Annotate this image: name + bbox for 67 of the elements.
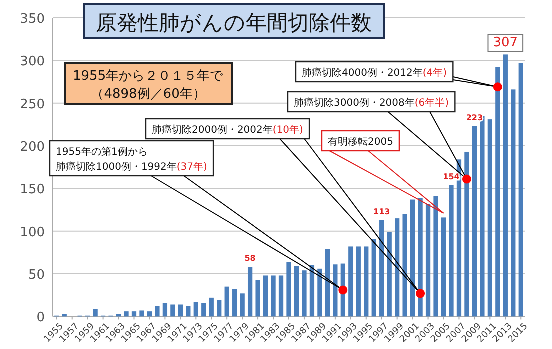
bar	[147, 312, 152, 317]
bar	[402, 214, 408, 317]
bar	[518, 63, 524, 317]
bar	[93, 309, 98, 317]
bar	[426, 204, 431, 317]
bar	[302, 270, 307, 317]
bar	[202, 303, 206, 317]
bar	[488, 120, 492, 317]
bar	[333, 264, 338, 317]
bar	[364, 246, 369, 317]
bar	[186, 306, 191, 317]
annotation: 1955年から２０１５年で（4898例／60年）	[73, 69, 224, 102]
bar	[178, 304, 183, 317]
bar	[140, 310, 144, 317]
bar	[410, 200, 416, 317]
y-tick-label: 200	[20, 140, 45, 156]
bar	[318, 268, 322, 317]
y-tick-label: 0	[36, 310, 45, 326]
bar	[170, 304, 176, 317]
bar	[248, 267, 253, 317]
y-tick-label: 350	[20, 12, 45, 27]
bar	[380, 220, 384, 317]
data-label: 58	[244, 254, 256, 264]
annotation: 有明移転2005	[328, 136, 394, 148]
bar	[224, 286, 230, 317]
bar	[217, 300, 222, 317]
annotation: 肺癌切除3000例・2008年(6年半)	[294, 97, 450, 109]
bar	[434, 196, 438, 317]
bar	[348, 246, 354, 317]
bar	[256, 280, 260, 317]
bar	[194, 302, 198, 317]
y-tick-label: 300	[20, 54, 45, 70]
bar	[395, 218, 400, 317]
bar	[310, 265, 315, 317]
bar	[232, 289, 238, 317]
bar	[387, 232, 392, 317]
bar	[155, 306, 160, 317]
bar	[441, 218, 446, 317]
bar	[271, 276, 276, 317]
chart-title: 原発性肺がんの年間切除件数	[96, 11, 372, 35]
bar	[449, 185, 454, 317]
bar	[472, 126, 478, 317]
bar	[286, 262, 292, 317]
bar	[325, 249, 330, 317]
bar	[116, 314, 122, 317]
y-tick-label: 250	[20, 97, 45, 112]
data-label: 307	[493, 36, 518, 51]
bar	[263, 276, 268, 317]
bar	[62, 314, 67, 317]
annotation: 肺癌切除2000例・2002年(10年)	[152, 124, 304, 136]
y-tick-label: 150	[20, 182, 45, 198]
bar	[124, 312, 129, 317]
bar	[372, 239, 376, 317]
annotation: 肺癌切除4000例・2012年(4年)	[302, 67, 448, 79]
y-tick-label: 50	[28, 268, 45, 284]
data-label: 113	[374, 207, 390, 216]
bar	[511, 90, 516, 317]
bar	[162, 303, 168, 317]
bar	[356, 246, 361, 317]
bar	[240, 294, 245, 317]
y-tick-label: 100	[20, 225, 45, 240]
annotation: 1955年の第1例から肺癌切除1000例・1992年(37年)	[56, 146, 208, 173]
bar	[294, 266, 300, 317]
bar	[503, 54, 508, 317]
bar	[209, 298, 214, 317]
bar	[278, 276, 284, 317]
bar	[132, 312, 137, 317]
